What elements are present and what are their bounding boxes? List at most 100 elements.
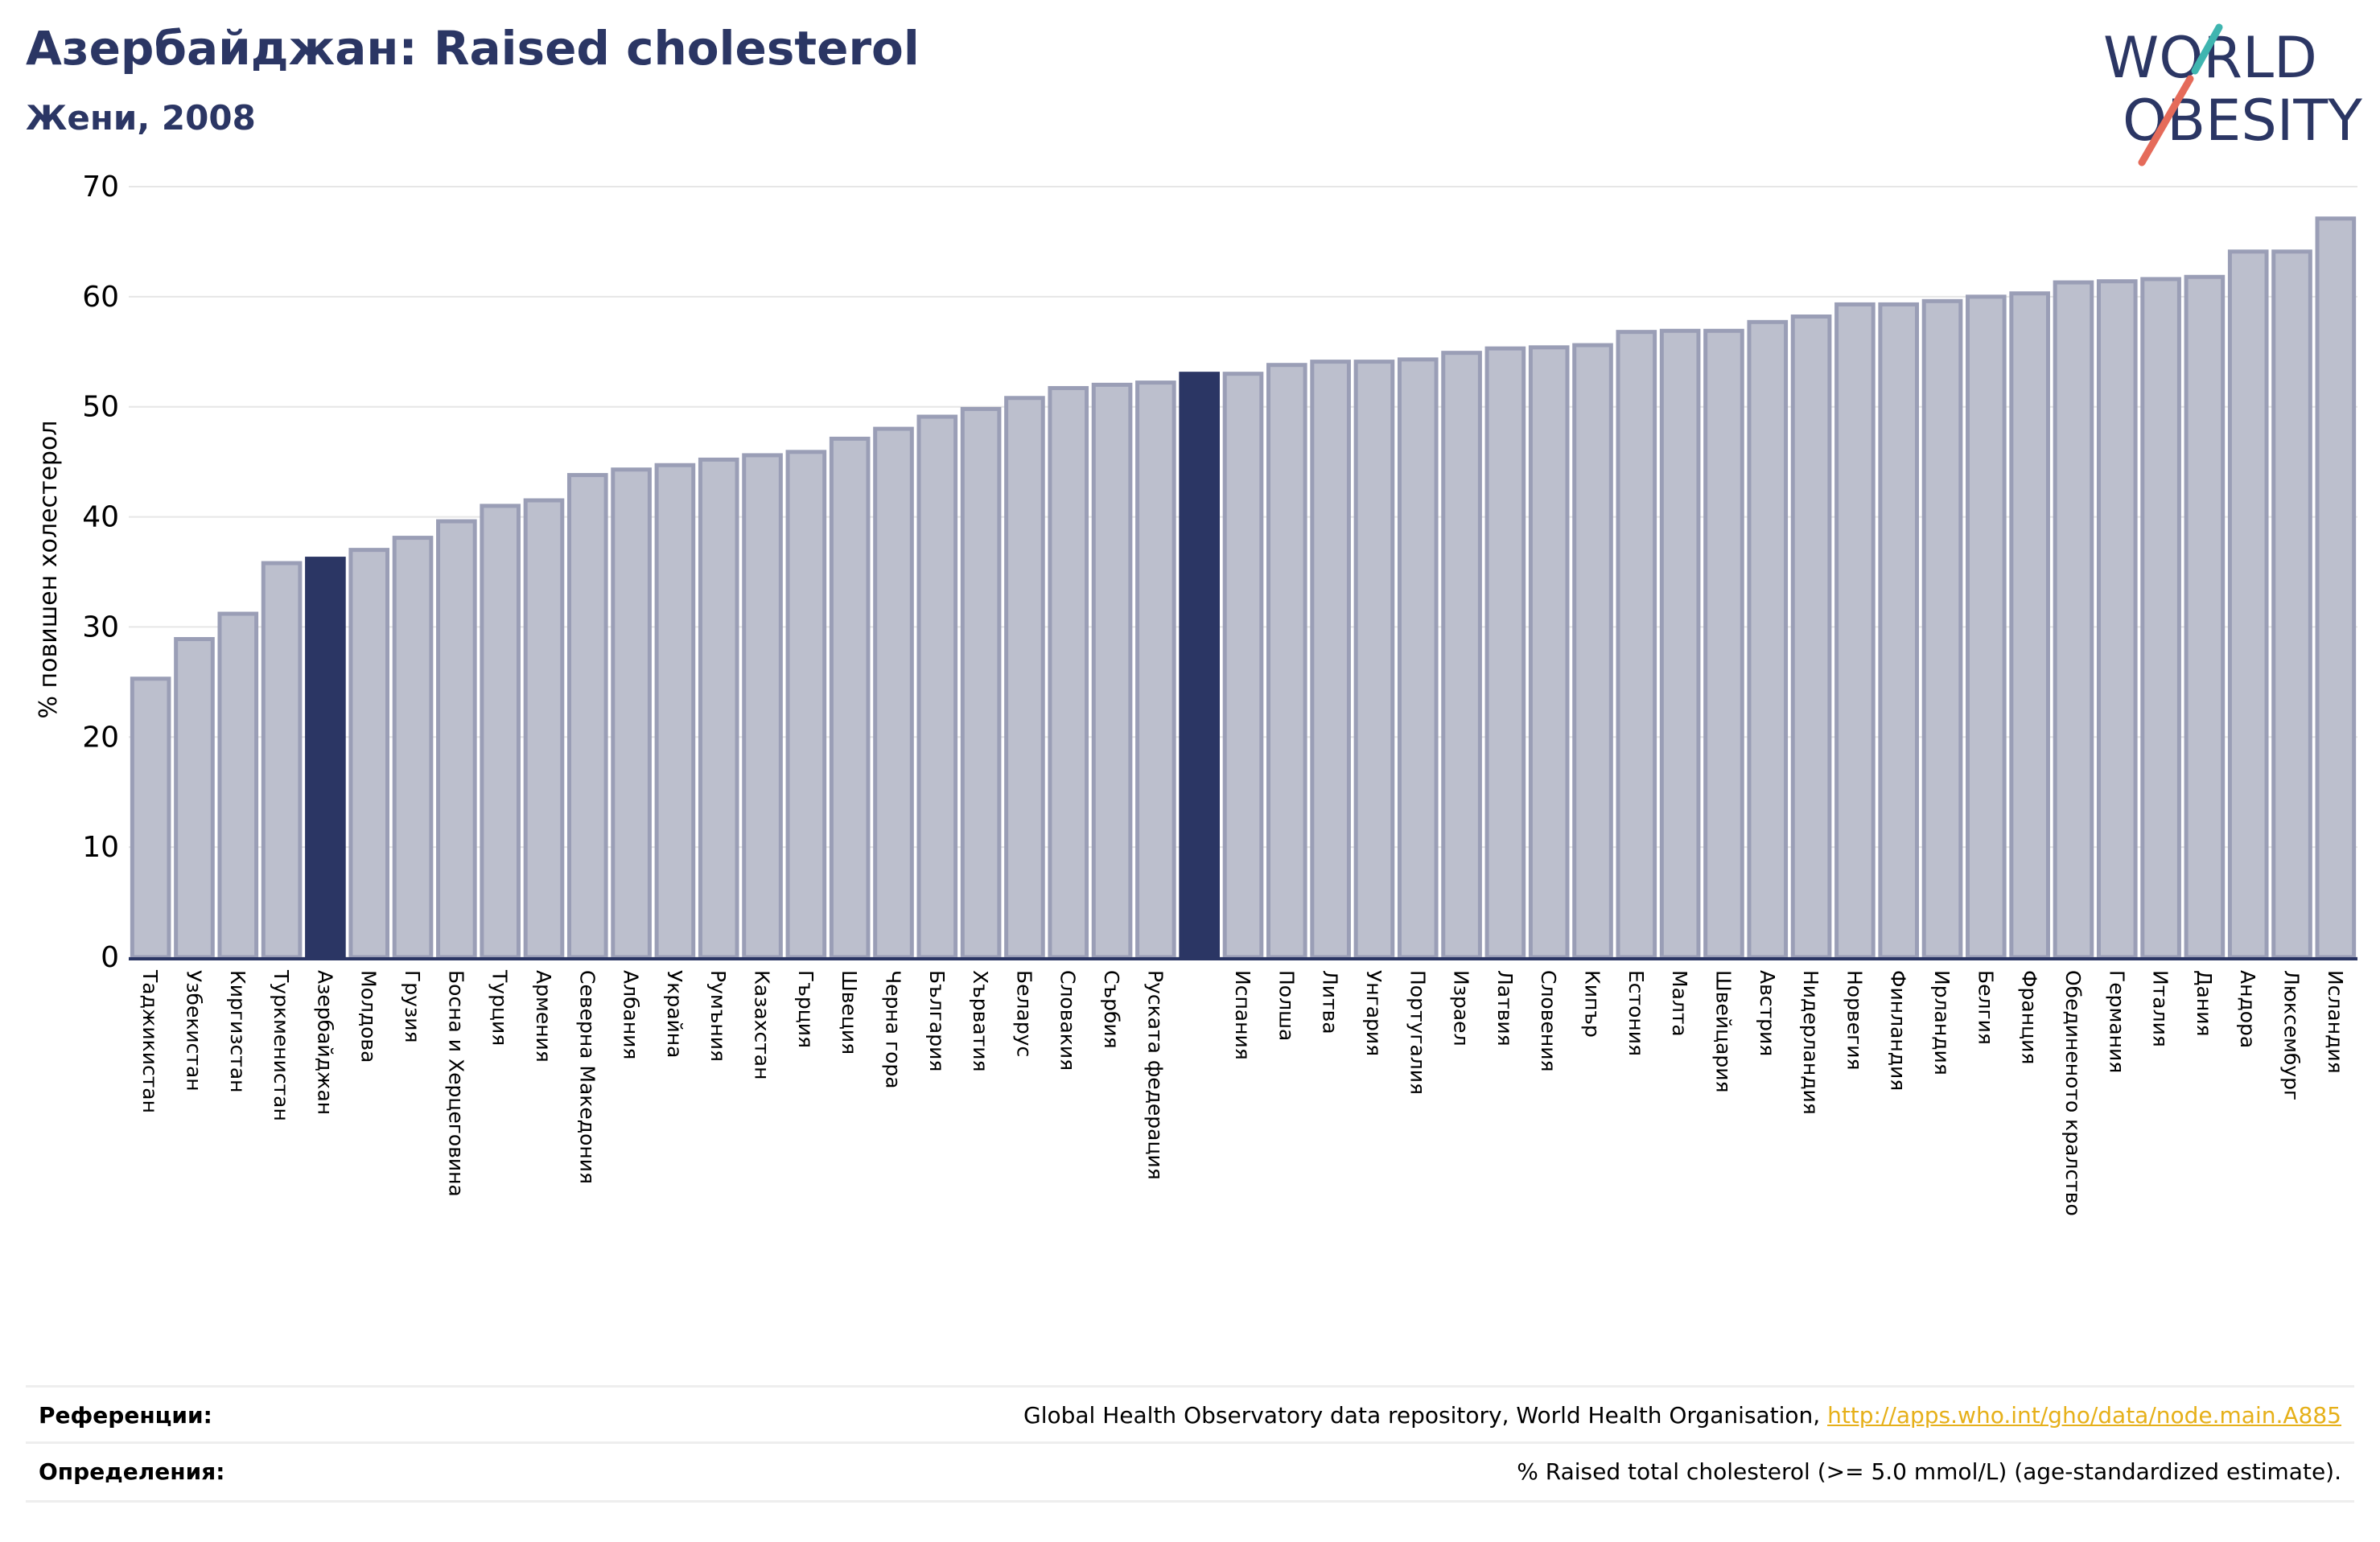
bar bbox=[1747, 319, 1789, 960]
x-tick-label: Австрия bbox=[1756, 970, 1779, 1056]
x-tick-label: Обединеното кралство bbox=[2061, 970, 2085, 1216]
definitions-label: Определения: bbox=[39, 1458, 225, 1485]
y-tick-label: 50 bbox=[82, 391, 119, 424]
bar bbox=[742, 453, 783, 960]
x-tick-label: Хърватия bbox=[969, 970, 992, 1072]
bar-highlight bbox=[1179, 372, 1220, 960]
bar bbox=[916, 414, 958, 960]
bar bbox=[1572, 343, 1613, 960]
bar bbox=[1484, 346, 1526, 960]
y-tick-label: 20 bbox=[82, 721, 119, 754]
x-tick-label: Литва bbox=[1319, 970, 1342, 1034]
bar-chart: 0 10 20 30 40 50 60 70 Таджикистан Узбекистан Кир… bbox=[35, 171, 2357, 1216]
x-tick-label: Румъния bbox=[706, 970, 730, 1062]
x-tick-label: Беларус bbox=[1012, 970, 1036, 1057]
bar bbox=[1353, 360, 1395, 960]
x-tick-label: България bbox=[925, 970, 949, 1071]
bar bbox=[1966, 294, 2007, 960]
bar bbox=[1441, 351, 1482, 960]
x-tick-label: Латвия bbox=[1493, 970, 1517, 1047]
x-tick-label: Сърбия bbox=[1100, 970, 1123, 1049]
bar-highlight bbox=[305, 557, 346, 960]
x-tick-label: Естония bbox=[1624, 970, 1648, 1056]
x-tick-label: Италия bbox=[2149, 970, 2172, 1047]
bar bbox=[1921, 298, 1963, 960]
x-tick-label: Франция bbox=[2018, 970, 2041, 1064]
bar bbox=[1659, 328, 1701, 960]
x-tick-label: Киргизстан bbox=[226, 970, 249, 1093]
bar bbox=[261, 561, 303, 960]
x-tick-label: Швеция bbox=[838, 970, 861, 1055]
bar bbox=[785, 450, 827, 960]
bar bbox=[480, 504, 521, 960]
bar bbox=[2315, 216, 2357, 960]
bar bbox=[436, 519, 477, 960]
x-tick-label: Финландия bbox=[1887, 970, 1910, 1091]
x-tick-label: Узбекистан bbox=[182, 970, 205, 1092]
bar bbox=[1222, 372, 1264, 960]
x-tick-label: Албания bbox=[620, 970, 643, 1059]
x-tick-label: Молдова bbox=[357, 970, 381, 1063]
x-tick-label: Израел bbox=[1450, 970, 1473, 1047]
bar bbox=[1703, 328, 1744, 960]
x-tick-label: Полша bbox=[1274, 970, 1298, 1041]
x-tick-label: Казахстан bbox=[751, 970, 774, 1079]
references-source: Global Health Observatory data repositor… bbox=[1023, 1402, 1828, 1429]
x-tick-label: Туркменистан bbox=[270, 969, 293, 1121]
references-label: Референции: bbox=[39, 1402, 212, 1429]
bar bbox=[1397, 357, 1439, 960]
x-tick-label: Унгария bbox=[1362, 970, 1386, 1056]
bar bbox=[2096, 279, 2138, 960]
bar bbox=[1878, 302, 1920, 960]
bar bbox=[1135, 380, 1176, 960]
bar bbox=[1790, 314, 1832, 960]
x-tick-label: Андора bbox=[2236, 970, 2259, 1048]
x-tick-label: Дания bbox=[2193, 970, 2216, 1036]
y-axis: 0 10 20 30 40 50 60 70 bbox=[82, 171, 119, 974]
references-row: Референции: Global Health Observatory da… bbox=[26, 1385, 2354, 1444]
chart-title: Азербайджан: Raised cholesterol bbox=[26, 21, 920, 76]
x-tick-label: Германия bbox=[2105, 970, 2128, 1073]
y-tick-label: 10 bbox=[82, 831, 119, 864]
bar bbox=[217, 611, 259, 960]
world-obesity-logo: WORLD OBESITY bbox=[2103, 23, 2362, 167]
y-tick-label: 60 bbox=[82, 281, 119, 314]
x-tick-label: Таджикистан bbox=[138, 969, 162, 1113]
bar bbox=[2271, 249, 2312, 960]
x-tick-label: Кипър bbox=[1581, 970, 1604, 1038]
bar bbox=[2009, 291, 2050, 960]
bar bbox=[1091, 382, 1133, 960]
bar bbox=[523, 498, 565, 960]
x-axis: Таджикистан Узбекистан Киргизстан Туркменис… bbox=[129, 957, 2357, 1216]
x-tick-label: Ирландия bbox=[1930, 970, 1954, 1075]
x-tick-label: Португалия bbox=[1406, 970, 1429, 1095]
x-tick-label: Нидерландия bbox=[1799, 970, 1822, 1115]
x-tick-label: Северна Македония bbox=[575, 970, 599, 1184]
bar bbox=[1310, 360, 1351, 960]
bar bbox=[348, 548, 390, 960]
bar bbox=[698, 457, 739, 960]
references-link[interactable]: http://apps.who.int/gho/data/node.main.A… bbox=[1827, 1402, 2341, 1429]
y-tick-label: 0 bbox=[101, 941, 119, 974]
x-tick-label: Швейцария bbox=[1711, 970, 1735, 1093]
definitions-text: % Raised total cholesterol (>= 5.0 mmol/… bbox=[1517, 1458, 2341, 1485]
bar bbox=[130, 676, 171, 960]
bar bbox=[2053, 280, 2094, 960]
x-tick-label: Испания bbox=[1231, 970, 1254, 1060]
bar bbox=[174, 636, 215, 960]
bar bbox=[1266, 363, 1307, 960]
bar bbox=[2227, 249, 2269, 960]
x-tick-label: Белгия bbox=[1974, 970, 1997, 1045]
x-tick-label: Словакия bbox=[1056, 970, 1080, 1071]
bars bbox=[130, 216, 2357, 960]
bar bbox=[566, 473, 608, 960]
x-tick-label: Малта bbox=[1668, 970, 1691, 1037]
definitions-row: Определения: % Raised total cholesterol … bbox=[26, 1441, 2354, 1503]
bar bbox=[1616, 330, 1657, 960]
bar bbox=[873, 426, 914, 960]
x-tick-label: Исландия bbox=[2324, 970, 2347, 1074]
bar bbox=[611, 467, 652, 960]
bar bbox=[1528, 345, 1570, 960]
x-tick-label: Словения bbox=[1537, 970, 1560, 1071]
bar bbox=[829, 436, 871, 960]
